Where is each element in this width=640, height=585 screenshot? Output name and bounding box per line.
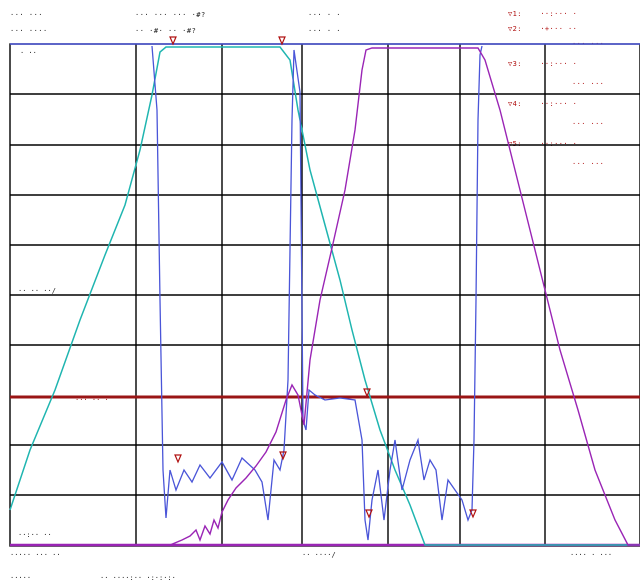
marker-2-id: ▽2: (508, 25, 522, 33)
header-row2-right: ··· · · (308, 27, 342, 35)
graticule (9, 43, 640, 547)
center-frequency: ·· ····/ (302, 551, 336, 559)
header-row1-left: ··· ··· (10, 11, 44, 19)
marker-top-2-icon (278, 36, 286, 46)
marker-1-id: ▽1: (508, 10, 522, 18)
marker-3-value: ··:··· · (540, 60, 578, 68)
markers (169, 36, 477, 519)
header-row2-center: ·· ·#· ·· ·#? (135, 27, 197, 35)
cyan-trace (9, 46, 640, 546)
marker-2-readout: ▽2: ·+··· ·· (508, 25, 577, 34)
magenta-trace (10, 47, 640, 546)
marker-5-sub: ··· ··· (572, 160, 605, 168)
marker-5-readout: ▽5: ··:··· · (508, 140, 577, 149)
header-row1-center: ··· ··· ··· ·#? (135, 11, 206, 19)
start-frequency: ····· ··· ·· (10, 551, 61, 559)
header-row2-left: ··· ···· (10, 27, 48, 35)
bottom-scale-label: ··:·· ·· (18, 531, 52, 539)
status-right: ·· ····:·· ·:·:·:· (100, 574, 176, 582)
ref-value-label: · ·· (20, 49, 37, 57)
marker-3-icon (363, 388, 371, 398)
marker-3-sub: ··· ··· (572, 80, 605, 88)
marker-4-sub: ··· ··· (572, 120, 605, 128)
ref-line-label: ··· ·· · (75, 396, 109, 404)
marker-5-value: ··:··· · (540, 140, 578, 148)
header-row1-right: ··· · · (308, 11, 342, 19)
marker-top-1-icon (169, 36, 177, 46)
marker-5-id: ▽5: (508, 140, 522, 148)
marker-4-id: ▽4: (508, 100, 522, 108)
marker-1-readout: ▽1: ··:··· · (508, 10, 577, 19)
mid-scale-label: ·· ·· ··/ (18, 287, 56, 295)
blue-trace (151, 45, 483, 541)
marker-3-id: ▽3: (508, 60, 522, 68)
marker-2-icon (279, 451, 287, 461)
status-left: ····· (10, 574, 31, 582)
marker-1-value: ··:··· · (540, 10, 578, 18)
marker-4-icon (365, 509, 373, 519)
marker-1-icon (174, 454, 182, 464)
marker-4-value: ··:··· · (540, 100, 578, 108)
marker-2-value: ·+··· ·· (540, 25, 578, 33)
marker-4-readout: ▽4: ··:··· · (508, 100, 577, 109)
marker-5-icon (469, 509, 477, 519)
stop-frequency: ···· · ··· (570, 551, 612, 559)
marker-3-readout: ▽3: ··:··· · (508, 60, 577, 69)
